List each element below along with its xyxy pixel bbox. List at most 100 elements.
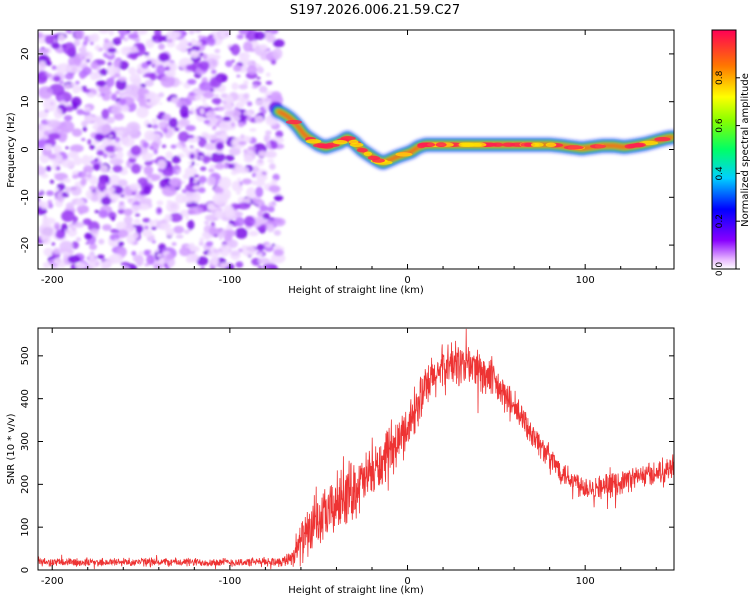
noise-blob [49, 179, 55, 184]
noise-blob [273, 229, 281, 236]
noise-blob [263, 263, 277, 269]
noise-blob [187, 219, 195, 230]
noise-blob [99, 68, 108, 76]
noise-blob [182, 32, 187, 35]
spectrogram-ytick-label: 10 [20, 95, 31, 108]
noise-blob [193, 180, 198, 184]
snr-ytick-label: 100 [20, 518, 31, 537]
noise-blob [230, 44, 241, 56]
noise-blob [149, 72, 157, 81]
noise-blob [120, 194, 125, 198]
noise-blob [111, 93, 117, 101]
noise-blob [214, 94, 220, 97]
noise-blob [113, 112, 125, 121]
noise-blob [187, 161, 193, 164]
noise-blob [144, 160, 153, 166]
noise-blob [247, 146, 256, 151]
noise-blob [166, 201, 180, 213]
noise-blob [71, 96, 82, 108]
noise-blob [156, 253, 163, 258]
noise-blob [259, 44, 268, 51]
noise-blob [211, 69, 217, 75]
noise-blob [267, 95, 272, 98]
snr-ytick-label: 200 [20, 475, 31, 494]
noise-blob [146, 123, 153, 128]
noise-blob [128, 67, 137, 75]
noise-blob [263, 134, 271, 141]
snr-series-group [38, 328, 674, 570]
noise-blob [214, 211, 224, 219]
noise-blob [89, 155, 94, 160]
noise-blob [205, 134, 218, 141]
noise-blob [59, 120, 75, 133]
ridge-nodule [458, 142, 475, 147]
noise-blob [75, 237, 82, 242]
noise-blob [107, 47, 117, 53]
noise-blob [116, 229, 129, 238]
noise-blob [111, 154, 116, 158]
noise-blob [126, 121, 141, 134]
noise-blob [163, 128, 168, 134]
noise-blob [164, 66, 171, 71]
spectrogram-xlabel: Height of straight line (km) [288, 285, 424, 296]
noise-blob [162, 113, 172, 122]
noise-blob [53, 75, 61, 82]
noise-blob [181, 180, 186, 184]
noise-blob [144, 263, 149, 267]
noise-blob [59, 113, 64, 118]
noise-blob [191, 45, 200, 52]
noise-blob [251, 165, 260, 172]
noise-blob [105, 116, 116, 124]
noise-blob [132, 196, 138, 200]
noise-blob [89, 175, 98, 186]
noise-blob [201, 134, 206, 138]
noise-blob [175, 43, 188, 52]
noise-blob [65, 146, 69, 150]
noise-blob [148, 219, 156, 227]
ridge-nodule [395, 152, 413, 157]
noise-blob [94, 133, 104, 142]
noise-blob [143, 249, 150, 256]
noise-blob [269, 30, 275, 33]
noise-blob [61, 158, 74, 168]
noise-blob [73, 156, 83, 166]
noise-blob [170, 96, 180, 104]
noise-blob [144, 130, 155, 142]
colorbar-tick-label: 0.6 [715, 118, 725, 133]
noise-blob [184, 40, 189, 45]
noise-blob [139, 30, 148, 35]
noise-blob [129, 183, 141, 191]
noise-blob [151, 118, 158, 125]
noise-blob [132, 232, 139, 240]
noise-blob [111, 105, 122, 115]
noise-blob [76, 204, 89, 214]
noise-blob [165, 227, 175, 237]
noise-blob [82, 40, 88, 46]
snr-ytick-label: 500 [20, 346, 31, 365]
noise-blob [270, 139, 274, 145]
noise-blob [256, 76, 261, 80]
spectrogram-noise-field [38, 30, 286, 269]
noise-blob [103, 153, 108, 159]
noise-blob [145, 38, 155, 49]
noise-blob [206, 176, 216, 186]
noise-blob [238, 166, 250, 174]
noise-blob [136, 43, 145, 51]
noise-blob [105, 77, 115, 87]
ridge-nodule [349, 142, 364, 147]
noise-blob [190, 50, 199, 59]
noise-blob [257, 257, 270, 265]
noise-blob [223, 204, 234, 217]
noise-blob [47, 199, 53, 204]
noise-blob [233, 64, 242, 72]
noise-blob [265, 244, 272, 248]
noise-blob [117, 208, 125, 214]
noise-blob [242, 178, 252, 185]
ridge-nodule [530, 142, 544, 147]
noise-blob [116, 221, 127, 231]
noise-blob [119, 201, 125, 206]
noise-blob [131, 192, 136, 195]
noise-blob [135, 213, 140, 217]
noise-blob [109, 174, 121, 186]
noise-blob [62, 42, 76, 55]
